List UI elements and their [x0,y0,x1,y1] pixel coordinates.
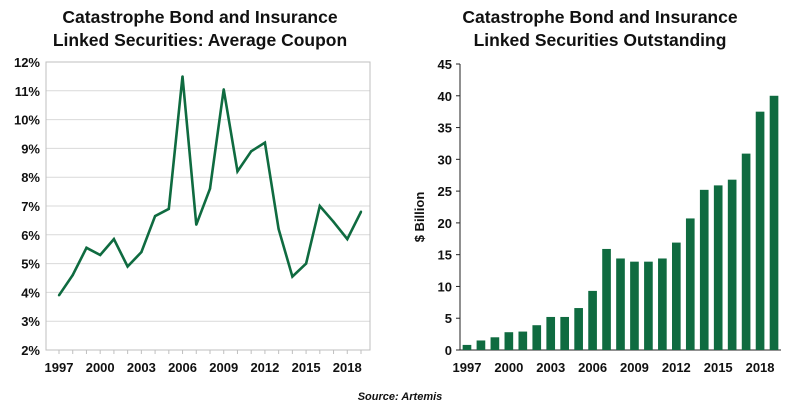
data-point [153,214,157,218]
bar [602,248,611,350]
bar [476,340,486,350]
data-point [140,250,143,254]
data-point [208,187,212,190]
x-tick-label: 2003 [127,360,156,375]
x-tick-label: 2015 [704,360,733,375]
bar [769,95,779,351]
bar [741,153,751,350]
bar [713,185,723,350]
y-tick-label: 15 [438,248,452,263]
x-tick-label: 2000 [86,360,115,375]
data-point [167,207,171,211]
x-tick-label: 2009 [209,360,238,375]
y-tick-label: 3% [21,314,40,329]
x-tick-label: 2003 [536,360,565,375]
y-tick-label: 20 [438,216,452,231]
x-tick-label: 2015 [292,360,321,375]
bar [532,325,542,350]
bar [630,261,639,350]
x-tick-label: 2018 [333,360,362,375]
y-tick-label: 5% [21,257,40,272]
bar [546,316,556,350]
data-point [85,246,88,249]
data-point [181,75,184,78]
y-tick-label: 35 [438,121,452,136]
data-point [112,237,116,241]
data-point [332,220,335,224]
chart-title-line-1: Catastrophe Bond and Insurance [462,7,738,27]
chart-title: Catastrophe Bond and Insurance Linked Se… [0,6,400,52]
line-plot-area: 2% 3% 4% 5% 6% 7% 8% 9% 10% 11% 12% 1997 2000 2003 200… [14,55,371,375]
bar [685,218,695,350]
data-point [195,223,198,226]
data-point [57,294,61,297]
data-point [98,253,102,257]
data-point [346,237,349,241]
bar [727,179,737,350]
y-tick-label: 25 [438,184,452,199]
x-tick-label: 2000 [494,360,523,375]
y-tick-label: 4% [21,285,40,300]
outstanding-chart: Catastrophe Bond and Insurance Linked Se… [400,0,800,392]
y-tick-label: 6% [21,228,40,243]
y-tick-label: 8% [21,170,40,185]
bar [699,189,709,350]
x-tick-label: 1997 [45,360,74,375]
y-tick-label: 40 [438,89,452,104]
data-point [222,88,225,91]
data-point [318,204,322,208]
data-point [359,210,363,213]
bar [490,337,500,350]
chart-title-line-2: Linked Securities Outstanding [473,30,727,50]
bar [671,242,681,350]
y-axis-label: $ Billion [412,192,427,243]
chart-title-line-2: Linked Securities: Average Coupon [52,30,348,50]
bar [755,111,765,351]
bar [560,316,570,350]
y-tick-label: 5 [445,311,452,326]
bar [616,258,625,350]
bar [518,331,528,350]
y-tick-label: 7% [21,199,40,214]
y-tick-label: 12% [14,55,40,70]
x-tick-label: 1997 [453,360,482,375]
bar-plot-area: 0 5 10 15 20 25 30 35 40 45 1997 2000 2003 2006 2009 20… [412,57,781,375]
y-tick-label: 9% [21,141,40,156]
data-point [126,265,129,268]
bar [504,332,514,350]
y-tick-label: 11% [15,84,41,99]
x-tick-label: 2012 [662,360,691,375]
bar [574,308,583,350]
bar [462,344,472,350]
y-tick-label: 10% [14,113,40,128]
data-point [277,227,280,231]
y-tick-label: 0 [445,343,452,358]
data-point [291,275,294,278]
x-tick-label: 2018 [746,360,775,375]
data-point [236,170,239,173]
average-coupon-chart: Catastrophe Bond and Insurance Linked Se… [0,0,400,392]
x-tick-label: 2012 [250,360,279,375]
chart-title: Catastrophe Bond and Insurance Linked Se… [400,6,800,52]
data-point [263,141,267,144]
coupon-series-line [57,76,363,297]
y-tick-label: 2% [21,343,40,358]
data-point [304,262,308,265]
source-note: Source: Artemis [357,391,443,403]
bar [658,258,667,350]
y-tick-label: 45 [438,57,452,72]
bar [644,261,653,350]
data-point [71,273,74,277]
chart-title-line-1: Catastrophe Bond and Insurance [62,7,338,27]
x-tick-label: 2006 [578,360,607,375]
y-tick-label: 10 [438,279,452,294]
x-tick-label: 2006 [168,360,197,375]
data-point [249,150,253,153]
y-tick-label: 30 [438,152,452,167]
bar [588,290,597,350]
x-tick-label: 2009 [620,360,649,375]
plot-frame [45,61,371,351]
